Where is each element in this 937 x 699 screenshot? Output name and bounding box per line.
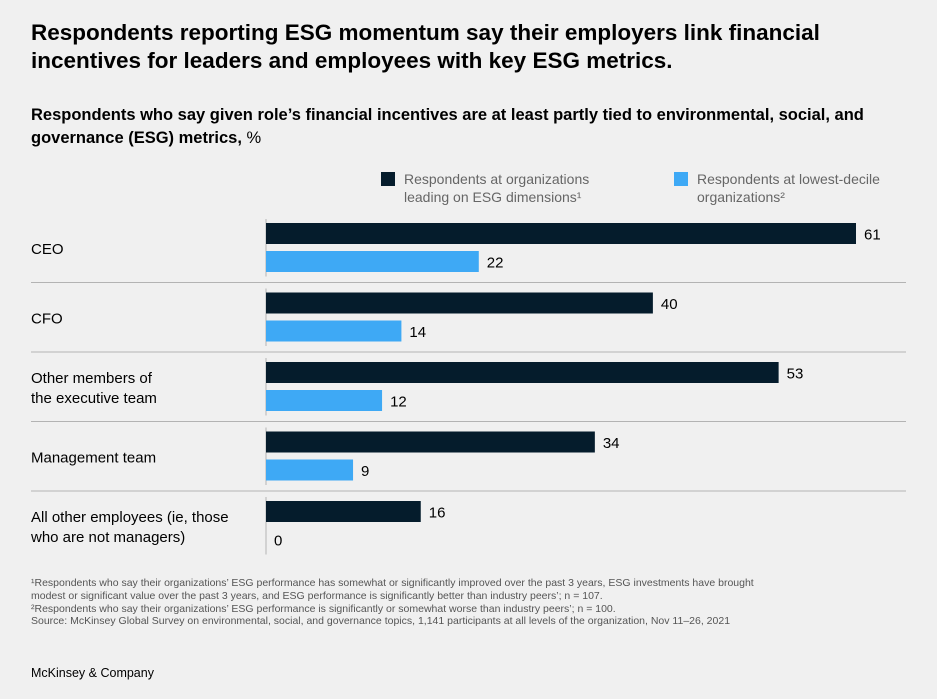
bar-leading: [266, 362, 779, 383]
legend-item-lowest: Respondents at lowest-decile organizatio…: [674, 170, 907, 206]
bar-leading: [266, 501, 421, 522]
bar-chart: CEO 61 22 CFO 40 14 Other members of the execut…: [30, 219, 906, 555]
data-label: 14: [409, 324, 426, 341]
footnote-source: Source: McKinsey Global Survey on enviro…: [31, 615, 731, 628]
brand-logo-text: McKinsey & Company: [31, 666, 154, 680]
footnote-2: ²Respondents who say their organizations…: [31, 602, 616, 615]
legend-swatch-lowest: [674, 172, 688, 186]
data-label: 0: [274, 533, 282, 550]
category-label: CEO: [31, 241, 64, 258]
bar-leading: [266, 292, 653, 314]
data-label: 40: [661, 296, 678, 313]
data-label: 9: [361, 463, 369, 480]
category-label: the executive team: [31, 390, 157, 407]
category-label: All other employees (ie, those: [31, 509, 229, 526]
data-label: 12: [390, 394, 407, 411]
subtitle-unit: %: [241, 129, 262, 147]
legend-swatch-leading: [381, 172, 395, 186]
bar-lowest: [266, 251, 479, 272]
bar-lowest: [266, 459, 354, 481]
bar-leading: [266, 431, 595, 453]
category-label: Management team: [31, 449, 156, 466]
footnote-1: ¹Respondents who say their organizations…: [31, 577, 754, 589]
footnote-1-cont: modest or significant value over the pas…: [31, 589, 603, 602]
data-label: 34: [603, 435, 620, 452]
legend-label-lowest: Respondents at lowest-decile organizatio…: [697, 171, 880, 205]
data-label: 61: [864, 227, 881, 244]
legend-item-leading: Respondents at organizations leading on …: [381, 170, 634, 206]
chart-title: Respondents reporting ESG momentum say t…: [31, 20, 820, 73]
subtitle-text: Respondents who say given role’s financi…: [31, 106, 864, 147]
bar-leading: [266, 223, 856, 244]
data-label: 16: [429, 505, 446, 522]
category-label: CFO: [31, 310, 63, 327]
category-label: Other members of: [31, 370, 153, 387]
category-label: who are not managers): [30, 529, 185, 546]
legend-label-leading: Respondents at organizations leading on …: [404, 171, 590, 205]
footnotes: ¹Respondents who say their organizations…: [31, 577, 911, 628]
data-label: 22: [487, 255, 504, 272]
bar-lowest: [266, 320, 402, 342]
bar-lowest: [266, 390, 383, 411]
chart-subtitle: Respondents who say given role’s financi…: [31, 104, 921, 150]
data-label: 53: [787, 366, 804, 383]
